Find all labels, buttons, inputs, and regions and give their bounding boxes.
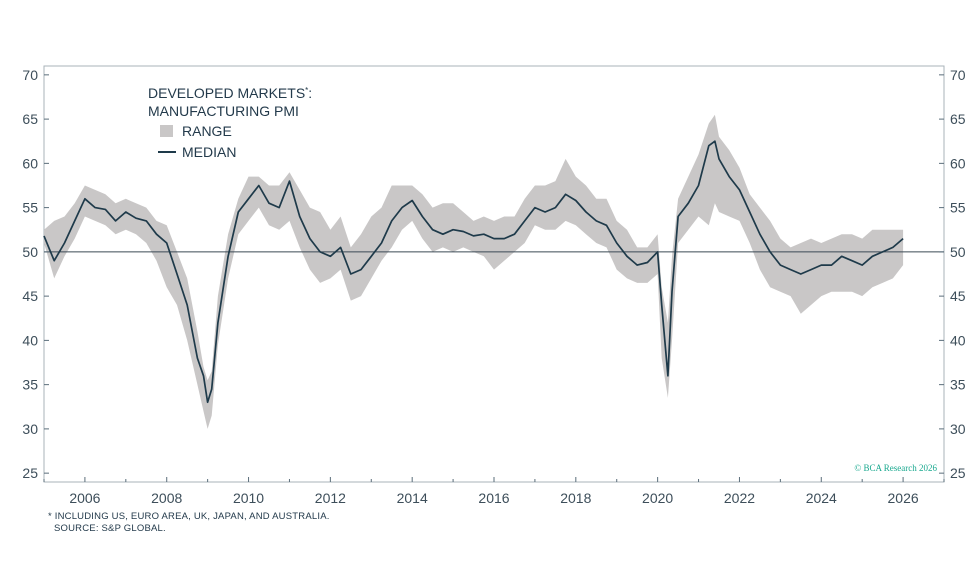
chart-title-line2: MANUFACTURING PMI <box>148 103 299 119</box>
chart-title-line1: DEVELOPED MARKETS*: <box>148 85 312 101</box>
y-axis-left: 25 30 35 40 45 50 55 60 65 70 <box>22 67 49 481</box>
x-tick-label: 2006 <box>69 490 100 506</box>
y-tick-label-left: 55 <box>22 200 38 216</box>
y-tick-label-left: 45 <box>22 288 38 304</box>
x-tick-label: 2012 <box>315 490 346 506</box>
y-tick-label-left: 25 <box>22 465 38 481</box>
y-tick-label-right: 30 <box>950 421 966 437</box>
y-tick-label-right: 55 <box>950 200 966 216</box>
y-tick-label-left: 65 <box>22 111 38 127</box>
x-tick-label: 2014 <box>397 490 428 506</box>
copyright-label: © BCA Research 2026 <box>854 463 937 473</box>
x-tick-label: 2026 <box>888 490 919 506</box>
y-tick-label-right: 40 <box>950 332 966 348</box>
y-tick-label-right: 60 <box>950 155 966 171</box>
footnote-source: SOURCE: S&P GLOBAL. <box>54 523 166 534</box>
median-line-layer <box>43 140 904 404</box>
y-tick-label-right: 45 <box>950 288 966 304</box>
y-axis-right: 25 30 35 40 45 50 55 60 65 70 <box>939 67 966 481</box>
median-line <box>43 140 904 404</box>
x-tick-label: 2008 <box>151 490 182 506</box>
footnote-coverage: * INCLUDING US, EURO AREA, UK, JAPAN, AN… <box>48 511 330 522</box>
legend-range-swatch <box>160 125 173 137</box>
y-tick-label-right: 50 <box>950 244 966 260</box>
x-axis: 2006 2008 2010 2012 2014 2016 2018 2020 2022 2024… <box>43 477 945 506</box>
x-tick-label: 2020 <box>642 490 673 506</box>
x-tick-label: 2010 <box>233 490 264 506</box>
y-tick-label-left: 60 <box>22 155 38 171</box>
legend-range-label: RANGE <box>182 123 232 139</box>
x-tick-label: 2018 <box>560 490 591 506</box>
legend-median-label: MEDIAN <box>182 144 236 160</box>
y-tick-label-left: 30 <box>22 421 38 437</box>
x-tick-label: 2024 <box>806 490 837 506</box>
y-tick-label-left: 35 <box>22 377 38 393</box>
range-band-layer <box>44 114 904 429</box>
y-tick-label-right: 65 <box>950 111 966 127</box>
y-tick-label-left: 70 <box>22 67 38 83</box>
y-tick-label-left: 50 <box>22 244 38 260</box>
y-tick-label-right: 70 <box>950 67 966 83</box>
y-tick-label-right: 25 <box>950 465 966 481</box>
range-band <box>44 114 904 429</box>
y-tick-label-right: 35 <box>950 377 966 393</box>
x-tick-label: 2016 <box>478 490 509 506</box>
x-tick-label: 2022 <box>724 490 755 506</box>
y-tick-label-left: 40 <box>22 332 38 348</box>
